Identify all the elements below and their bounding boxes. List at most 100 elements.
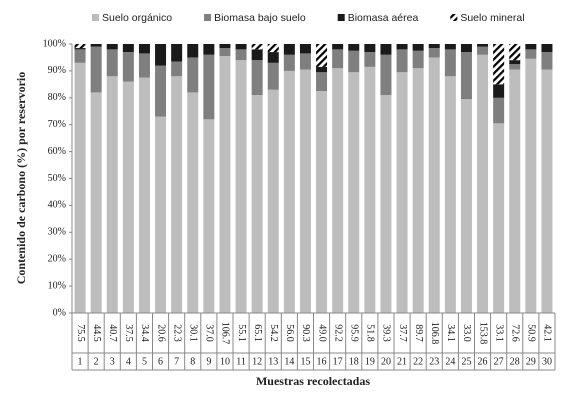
bar-segment [396, 72, 408, 314]
table-value: 90.3 [300, 324, 311, 342]
x-tick-label: 13 [268, 356, 278, 367]
bar-segment [541, 69, 553, 314]
x-tick-label: 14 [284, 356, 294, 367]
bar-segment [235, 49, 247, 61]
bar-segment [412, 68, 424, 314]
table-value: 95.9 [348, 324, 359, 342]
bar-segment [412, 50, 424, 69]
x-tick-label: 25 [461, 356, 471, 367]
bar-segment [203, 44, 215, 55]
y-tick-label: 100% [43, 38, 66, 49]
x-tick-label: 22 [413, 356, 423, 367]
bar-segment [477, 54, 489, 313]
bar-segment [219, 44, 231, 49]
x-tick-label: 16 [317, 356, 327, 367]
table-value: 75.5 [75, 324, 86, 342]
table-value: 89.7 [413, 324, 424, 342]
bar-segment [316, 66, 328, 73]
y-tick-label: 60% [48, 146, 66, 157]
y-tick-label: 40% [48, 200, 66, 211]
bar-segment [428, 48, 440, 58]
x-tick-label: 10 [220, 356, 230, 367]
x-tick-label: 20 [381, 356, 391, 367]
bar-segment [348, 50, 360, 73]
legend-label: Suelo mineral [460, 12, 524, 24]
bar-segment [251, 60, 263, 96]
table-value: 39.3 [381, 324, 392, 342]
x-tick-label: 15 [300, 356, 310, 367]
y-axis-title: Contenido de carbono (%) por reservorio [14, 72, 28, 285]
bar-segment [316, 44, 328, 67]
y-tick-label: 10% [48, 280, 66, 291]
table-value: 20.6 [155, 324, 166, 342]
x-tick-label: 27 [494, 356, 504, 367]
bar-segment [74, 44, 86, 49]
x-tick-label: 1 [78, 356, 83, 367]
bar-segment [493, 123, 505, 313]
bar-segment [525, 58, 537, 313]
x-tick-label: 11 [236, 356, 246, 367]
x-axis-title: Muestras recolectadas [256, 374, 370, 388]
bar-segment [332, 44, 344, 50]
bar-segment [219, 48, 231, 57]
bar-segment [235, 44, 247, 50]
bar-segment [251, 95, 263, 313]
bar-segment [155, 116, 167, 313]
bar-segment [203, 119, 215, 313]
table-value: 51.8 [365, 324, 376, 342]
bar-segment [460, 52, 472, 100]
bar-segment [74, 48, 86, 50]
bar-segment [380, 95, 392, 313]
bar-segment [332, 68, 344, 314]
x-tick-label: 5 [142, 356, 147, 367]
y-tick-label: 90% [48, 65, 66, 76]
x-tick-label: 18 [349, 356, 359, 367]
bar-segment [332, 49, 344, 69]
bar-segment [171, 61, 183, 77]
bar-segment [493, 97, 505, 124]
table-value: 55.1 [236, 324, 247, 342]
x-tick-label: 6 [158, 356, 163, 367]
bar-segment [106, 44, 118, 50]
bar-segment [460, 99, 472, 314]
bar-segment [106, 76, 118, 313]
bar-segment [138, 44, 150, 54]
bar-segment [219, 56, 231, 313]
bar-segment [155, 44, 167, 66]
x-tick-label: 8 [190, 356, 195, 367]
x-tick-label: 28 [510, 356, 520, 367]
bar-segment [396, 49, 408, 73]
legend-label: Biomasa bajo suelo [214, 12, 306, 24]
x-tick-label: 9 [206, 356, 211, 367]
bar-segment [235, 60, 247, 313]
x-tick-label: 3 [110, 356, 115, 367]
table-value: 44.5 [91, 324, 102, 342]
x-tick-label: 19 [365, 356, 375, 367]
bar-segment [428, 57, 440, 314]
bar-segment [396, 44, 408, 50]
legend-label: Biomasa aérea [348, 12, 419, 24]
bar-segment [316, 91, 328, 313]
x-tick-label: 30 [542, 356, 552, 367]
bar-segment [267, 89, 279, 313]
bar-segment [525, 49, 537, 59]
table-value: 34.4 [139, 324, 150, 342]
bar-segment [460, 44, 472, 53]
y-tick-label: 70% [48, 119, 66, 130]
bar-segment [509, 44, 521, 61]
bar-segment [428, 44, 440, 49]
bar-segment [267, 52, 279, 63]
bar-segment [283, 54, 295, 71]
x-tick-label: 7 [174, 356, 179, 367]
legend-swatch [204, 14, 212, 21]
bar-segment [493, 84, 505, 98]
bar-segment [541, 52, 553, 70]
bar-segment [444, 44, 456, 50]
bar-segment [299, 69, 311, 314]
bar-segment [509, 60, 521, 65]
x-tick-label: 2 [94, 356, 99, 367]
y-tick-label: 80% [48, 92, 66, 103]
legend-swatch [92, 14, 99, 21]
bar-segment [412, 44, 424, 51]
